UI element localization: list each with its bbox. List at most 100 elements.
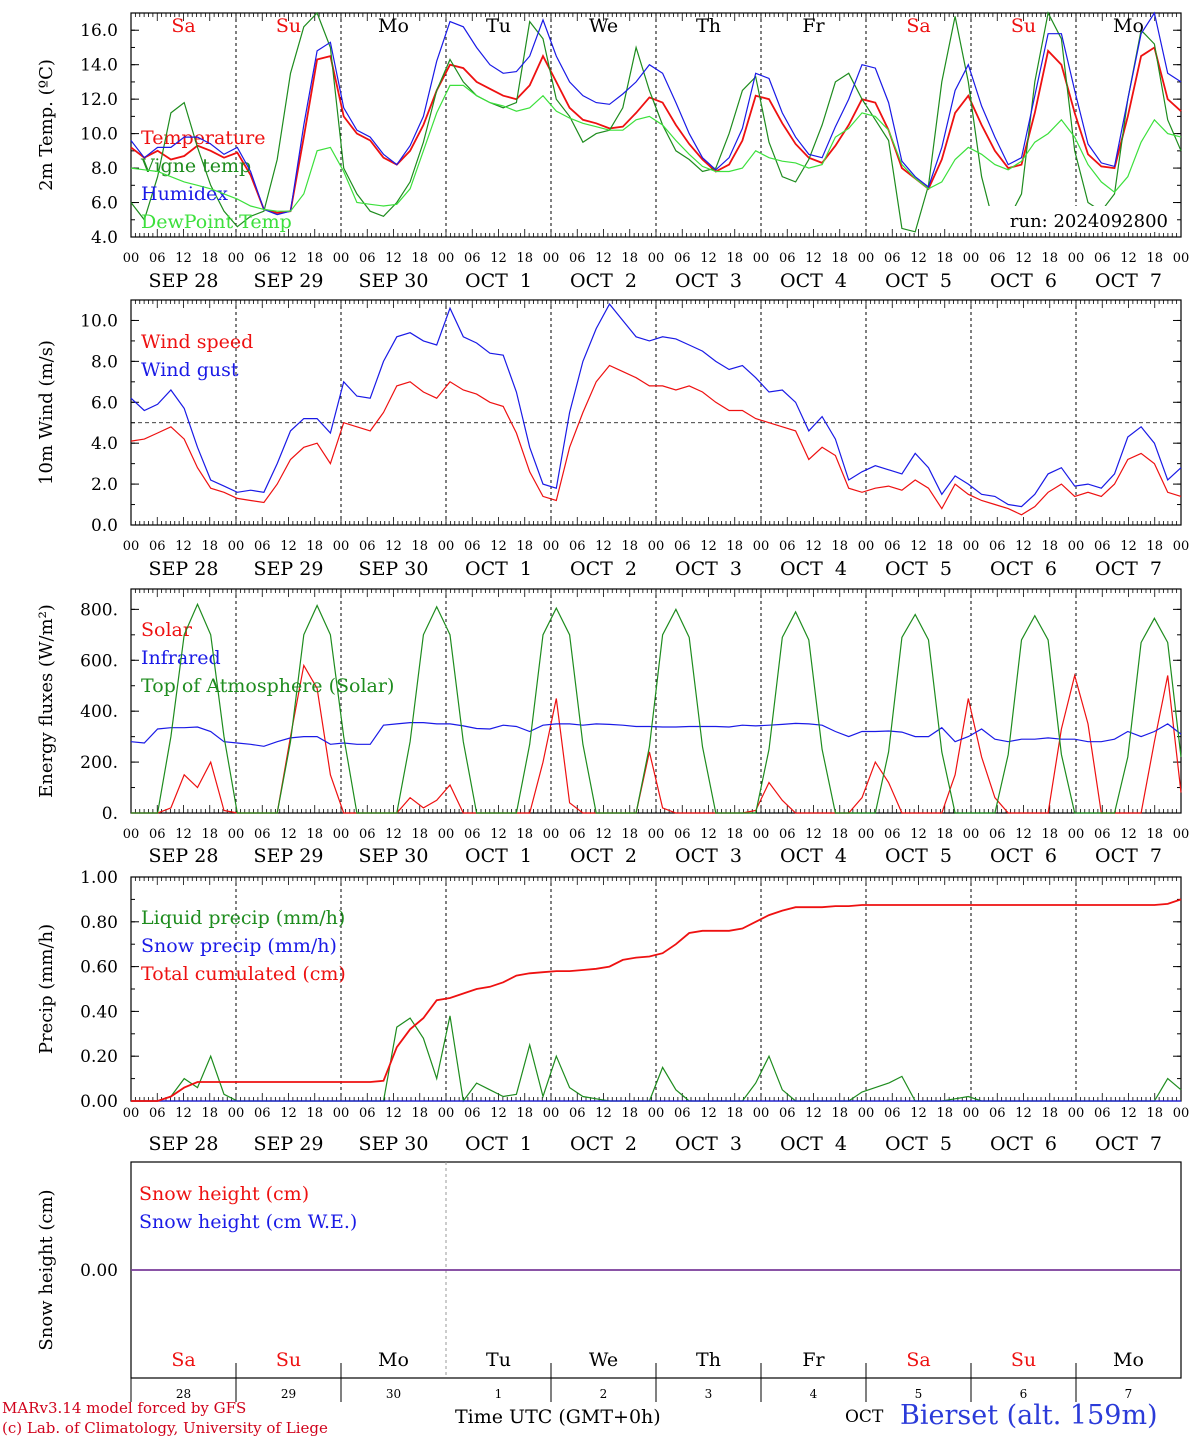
hour-label: 18 (621, 251, 638, 266)
y-tick-label: 6.0 (91, 393, 118, 413)
hour-label: 06 (884, 827, 901, 842)
hour-label: 12 (385, 827, 402, 842)
hour-label: 00 (1173, 827, 1190, 842)
hour-label: 06 (359, 251, 376, 266)
hour-label: 00 (963, 827, 980, 842)
hour-label: 12 (175, 1106, 192, 1121)
footer-time-label: Time UTC (GMT+0h) (455, 1406, 661, 1428)
y-tick-label: 0. (102, 804, 118, 824)
day-number: 3 (705, 1387, 713, 1401)
date-label: OCT 7 (1095, 270, 1162, 292)
y-tick-label: 0.20 (80, 1047, 118, 1067)
y-tick-label: 4.0 (91, 228, 118, 248)
hour-label: 06 (1094, 539, 1111, 554)
hour-label: 18 (621, 827, 638, 842)
date-label: OCT 4 (780, 845, 847, 867)
hour-label: 00 (963, 539, 980, 554)
legend-entry: Wind speed (141, 331, 253, 353)
footer-lab: (c) Lab. of Climatology, University of L… (2, 1419, 328, 1437)
day-label: Sa (171, 1349, 195, 1371)
hour-label: 12 (1120, 827, 1137, 842)
hour-label: 18 (411, 539, 428, 554)
legend-entry: DewPoint Temp (141, 211, 292, 233)
date-label: OCT 2 (570, 845, 637, 867)
date-label: OCT 6 (990, 270, 1057, 292)
day-label: Sa (906, 1349, 930, 1371)
date-label: OCT 5 (885, 270, 952, 292)
date-label: SEP 29 (254, 270, 324, 292)
hour-label: 12 (175, 539, 192, 554)
day-number: 30 (386, 1387, 401, 1401)
hour-label: 18 (306, 1106, 323, 1121)
hour-label: 18 (936, 827, 953, 842)
date-label: OCT 3 (675, 558, 742, 580)
y-tick-label: 0.00 (80, 1261, 118, 1281)
date-label: OCT 6 (990, 558, 1057, 580)
hour-label: 12 (175, 251, 192, 266)
hour-label: 06 (989, 1106, 1006, 1121)
hour-label: 00 (333, 827, 350, 842)
footer-station: Bierset (alt. 159m) (900, 1400, 1158, 1431)
hour-label: 00 (228, 827, 245, 842)
hour-label: 06 (674, 539, 691, 554)
date-label: SEP 28 (149, 558, 219, 580)
hour-label: 12 (805, 251, 822, 266)
hour-label: 12 (385, 1106, 402, 1121)
hour-label: 12 (700, 1106, 717, 1121)
series-line (131, 898, 1182, 1102)
legend-entry: Humidex (141, 183, 228, 205)
hour-label: 12 (280, 251, 297, 266)
hour-label: 18 (201, 827, 218, 842)
hour-label: 12 (1015, 539, 1032, 554)
y-tick-label: 0.80 (80, 913, 118, 933)
hour-label: 06 (779, 251, 796, 266)
hour-label: 18 (621, 1106, 638, 1121)
legend-entry: Snow height (cm) (139, 1183, 309, 1205)
hour-label: 00 (333, 251, 350, 266)
hour-label: 00 (858, 1106, 875, 1121)
hour-label: 00 (753, 827, 770, 842)
hour-label: 00 (648, 251, 665, 266)
hour-label: 06 (884, 1106, 901, 1121)
hour-label: 12 (1120, 251, 1137, 266)
series-line (130, 721, 1182, 747)
hour-label: 12 (910, 251, 927, 266)
hour-label: 18 (306, 251, 323, 266)
date-label: SEP 30 (359, 845, 429, 867)
hour-label: 12 (595, 1106, 612, 1121)
run-label-bg (985, 206, 1171, 232)
hour-label: 18 (726, 827, 743, 842)
hour-label: 12 (700, 827, 717, 842)
hour-label: 18 (1041, 827, 1058, 842)
y-tick-label: 16.0 (80, 21, 118, 41)
hour-label: 06 (254, 827, 271, 842)
hour-label: 18 (1146, 251, 1163, 266)
hour-label: 00 (1068, 1106, 1085, 1121)
day-label: Mo (378, 15, 409, 37)
hour-label: 06 (989, 251, 1006, 266)
hour-label: 06 (464, 827, 481, 842)
date-label: SEP 28 (149, 845, 219, 867)
series-line (130, 11, 1182, 216)
hour-label: 00 (1173, 1106, 1190, 1121)
hour-label: 00 (858, 539, 875, 554)
hour-label: 18 (411, 1106, 428, 1121)
day-number: 2 (600, 1387, 608, 1401)
hour-label: 06 (779, 827, 796, 842)
hour-label: 00 (438, 1106, 455, 1121)
hour-label: 18 (306, 827, 323, 842)
hour-label: 00 (333, 1106, 350, 1121)
date-label: OCT 4 (780, 1133, 847, 1155)
legend-entry: Solar (141, 619, 193, 641)
y-axis-label: Snow height (cm) (36, 1189, 57, 1350)
hour-label: 18 (726, 539, 743, 554)
hour-label: 12 (1015, 251, 1032, 266)
hour-label: 18 (831, 1106, 848, 1121)
hour-label: 18 (831, 539, 848, 554)
day-label: Su (276, 1349, 301, 1371)
hour-label: 00 (438, 251, 455, 266)
date-label: OCT 6 (990, 1133, 1057, 1155)
date-label: OCT 3 (675, 1133, 742, 1155)
hour-label: 00 (543, 539, 560, 554)
day-number: 7 (1125, 1387, 1133, 1401)
